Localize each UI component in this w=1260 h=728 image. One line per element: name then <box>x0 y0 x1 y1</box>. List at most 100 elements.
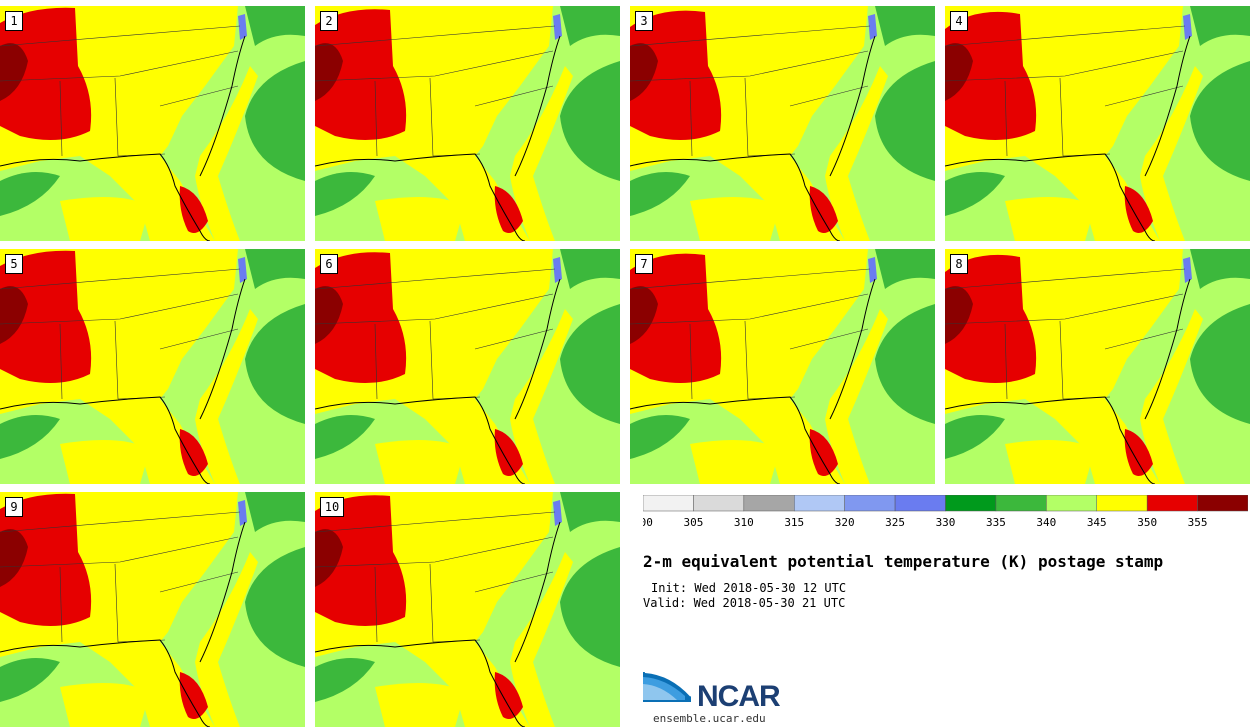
hot-region <box>0 493 92 626</box>
coastline <box>0 521 246 727</box>
state-borders <box>0 25 241 157</box>
colorbar-tick-label: 330 <box>936 516 956 529</box>
ncar-logo <box>643 671 692 702</box>
colorbar-tick-label: 325 <box>885 516 905 529</box>
coastline <box>0 35 246 241</box>
cool-ocean-region <box>245 547 305 667</box>
member-label: 3 <box>635 11 653 31</box>
member-label: 10 <box>320 497 344 517</box>
hot-florida-patch <box>1124 429 1153 477</box>
inland-water <box>238 257 247 283</box>
hot-region <box>630 253 722 383</box>
inland-water <box>868 14 877 40</box>
cool-northeast-region <box>245 6 305 46</box>
warm-gulf-plume <box>1005 440 1095 484</box>
member-panel-9: 9 <box>0 492 305 727</box>
colorbar-swatch <box>743 495 795 512</box>
cool-northeast-region <box>245 249 305 289</box>
hot-region <box>315 252 407 383</box>
inland-water <box>238 14 247 40</box>
colorbar-tick-label: 355 <box>1188 516 1208 529</box>
map-field <box>0 6 305 241</box>
hot-florida-patch <box>179 672 208 720</box>
warm-offshore-band <box>510 552 573 727</box>
inland-water <box>553 257 562 283</box>
member-label: 4 <box>950 11 968 31</box>
inland-water <box>553 14 562 40</box>
coastline <box>945 35 1191 241</box>
init-time: Init: Wed 2018-05-30 12 UTC <box>651 581 847 595</box>
hot-region <box>315 495 407 626</box>
hottest-core <box>630 286 658 344</box>
hottest-core <box>0 286 28 344</box>
colorbar: 300 305 310 315 320 325 330 335 340 345 350 355 <box>643 495 1248 529</box>
warm-offshore-band <box>825 309 888 484</box>
warm-offshore-band <box>1140 309 1203 484</box>
inland-water <box>1183 257 1192 283</box>
cool-gulf-region <box>0 172 60 216</box>
inland-water <box>553 500 562 526</box>
coastline <box>630 35 876 241</box>
page-title: 2-m equivalent potential temperature (K)… <box>643 552 1164 571</box>
colorbar-tick-label: 350 <box>1137 516 1157 529</box>
colorbar-tick-label: 320 <box>835 516 855 529</box>
cool-northeast-region <box>875 249 935 289</box>
member-label: 5 <box>5 254 23 274</box>
cool-gulf-region <box>630 172 690 216</box>
warm-gulf-plume <box>375 683 465 727</box>
hot-region <box>0 250 92 383</box>
hot-florida-patch <box>1124 186 1153 234</box>
warm-gulf-plume <box>60 440 150 484</box>
state-borders <box>315 268 556 400</box>
cool-gulf-region <box>945 415 1005 459</box>
warm-offshore-band <box>510 309 573 484</box>
cool-gulf-region <box>315 658 375 702</box>
coastline <box>315 521 561 727</box>
hot-florida-patch <box>179 186 208 234</box>
colorbar-swatch <box>995 495 1047 512</box>
coastline <box>630 278 876 484</box>
colorbar-swatch <box>894 495 946 512</box>
cool-northeast-region <box>1190 6 1250 46</box>
cool-northeast-region <box>560 492 620 532</box>
cool-gulf-region <box>315 172 375 216</box>
cool-ocean-region <box>560 61 620 181</box>
colorbar-swatch <box>1096 495 1148 512</box>
member-label: 1 <box>5 11 23 31</box>
hot-florida-patch <box>494 186 523 234</box>
member-label: 2 <box>320 11 338 31</box>
member-panel-3: 3 <box>630 6 935 241</box>
member-label: 9 <box>5 497 23 517</box>
coastline <box>315 35 561 241</box>
member-label: 7 <box>635 254 653 274</box>
cool-gulf-region <box>0 415 60 459</box>
cool-gulf-region <box>0 658 60 702</box>
warm-gulf-plume <box>375 440 465 484</box>
logo-url: ensemble.ucar.edu <box>653 712 766 725</box>
inland-water <box>1183 14 1192 40</box>
map-field <box>0 249 305 484</box>
member-panel-5: 5 <box>0 249 305 484</box>
map-field <box>630 249 935 484</box>
colorbar-tick-label: 340 <box>1036 516 1056 529</box>
state-borders <box>0 511 241 643</box>
state-borders <box>630 268 871 400</box>
warm-offshore-band <box>195 66 258 241</box>
hottest-core <box>315 43 343 101</box>
colorbar-tick-label: 345 <box>1087 516 1107 529</box>
warm-gulf-plume <box>1005 197 1095 241</box>
warm-offshore-band <box>195 309 258 484</box>
cool-ocean-region <box>245 61 305 181</box>
cool-gulf-region <box>630 415 690 459</box>
member-label: 8 <box>950 254 968 274</box>
cool-northeast-region <box>245 492 305 532</box>
cool-northeast-region <box>560 6 620 46</box>
hot-florida-patch <box>494 672 523 720</box>
inland-water <box>238 500 247 526</box>
warm-offshore-band <box>1140 66 1203 241</box>
hot-florida-patch <box>494 429 523 477</box>
cool-northeast-region <box>560 249 620 289</box>
map-field <box>0 492 305 727</box>
state-borders <box>945 268 1186 400</box>
state-borders <box>945 25 1186 157</box>
